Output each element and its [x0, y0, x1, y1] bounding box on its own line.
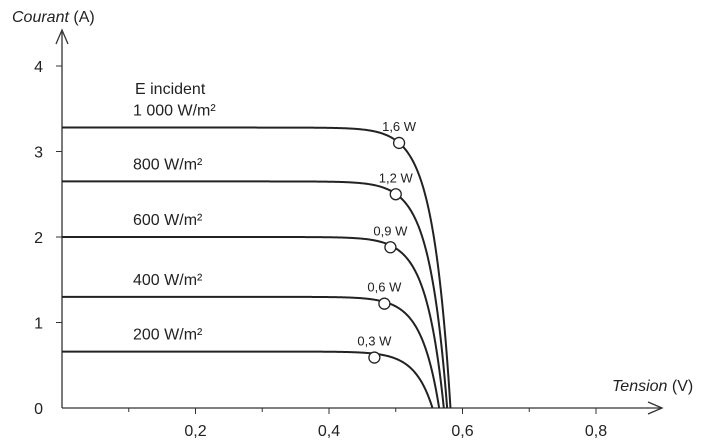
mpp-marker: [384, 241, 397, 254]
y-axis-arrow: [55, 28, 69, 45]
mpp-label: 0,6 W: [367, 280, 402, 295]
mpp-label: 1,2 W: [379, 170, 414, 185]
series-label: 600 W/m²: [133, 212, 203, 229]
mpp-marker: [392, 136, 406, 150]
y-axis-title: Courant (A): [12, 9, 95, 26]
iv-curve: [62, 180, 449, 409]
legend-title: E incident: [135, 81, 206, 98]
ticks: 0,2 0,4 0,6 0,8 0 1 2 3 4: [34, 59, 607, 440]
series-label: 200 W/m²: [133, 327, 203, 344]
x-axis-title: Tension (V): [612, 378, 693, 395]
mpp-label: 1,6 W: [382, 119, 417, 134]
mpp-marker: [378, 297, 391, 310]
iv-curve: [62, 295, 441, 409]
iv-curve: [62, 236, 445, 409]
x-tick-label: 0,2: [184, 423, 206, 440]
series-label: 400 W/m²: [133, 272, 203, 289]
mpp-label: 0,3 W: [357, 334, 392, 349]
y-tick-label: 0: [34, 401, 43, 418]
y-tick-label: 1: [34, 316, 43, 333]
mpp-label: 0,9 W: [373, 223, 408, 238]
series-label: 800 W/m²: [133, 156, 203, 173]
x-tick-label: 0,6: [451, 423, 473, 440]
x-tick-label: 0,8: [585, 423, 607, 440]
mpp-marker: [368, 351, 381, 364]
iv-curve: [62, 126, 452, 409]
y-tick-label: 3: [34, 145, 43, 162]
series-label: 1 000 W/m²: [133, 103, 216, 120]
y-tick-label: 2: [34, 230, 43, 247]
mpp-marker: [389, 188, 402, 201]
y-tick-label: 4: [34, 59, 43, 76]
curves: 1 000 W/m² 1,6 W 800 W/m² 1,2 W 600 W/m² 0,9 …: [62, 103, 452, 409]
x-tick-label: 0,4: [318, 423, 340, 440]
x-axis-arrow: [647, 401, 664, 415]
axes: Courant (A) Tension (V): [12, 9, 693, 415]
